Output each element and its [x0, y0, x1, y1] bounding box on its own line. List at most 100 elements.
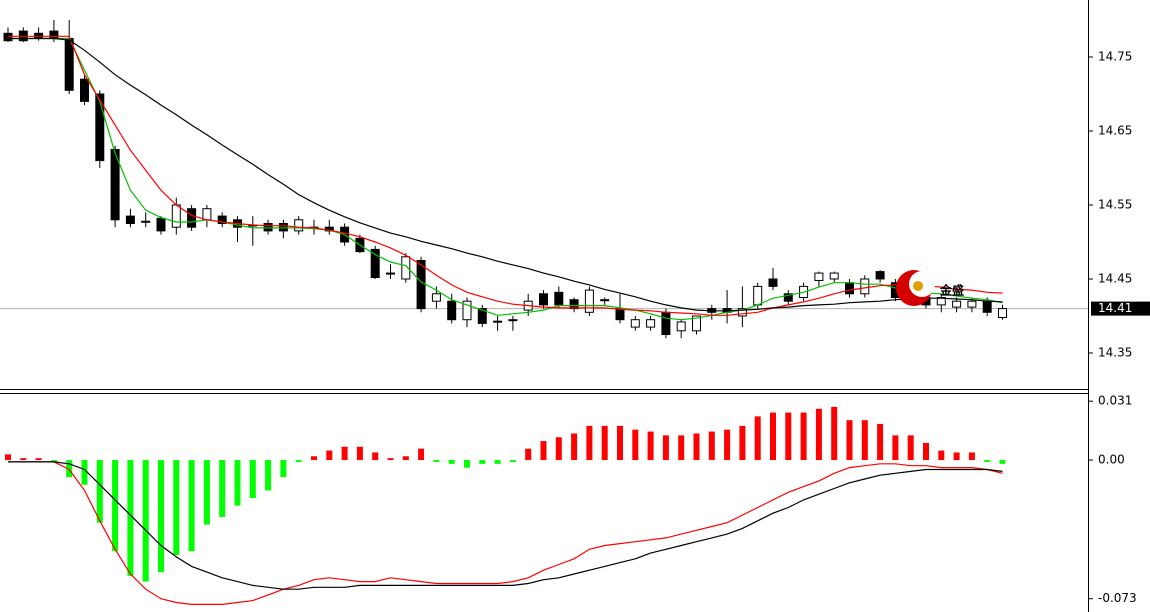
- candle-body: [615, 308, 625, 321]
- histogram-bar: [662, 435, 669, 461]
- histogram-bar: [265, 460, 272, 491]
- histogram-bar: [295, 460, 302, 462]
- candle-body: [661, 311, 671, 335]
- candle-body: [845, 282, 854, 295]
- histogram-bar: [785, 412, 792, 461]
- histogram-bar: [647, 431, 654, 461]
- y-tick-label: 14.75: [1098, 49, 1132, 63]
- candle-body: [875, 271, 885, 280]
- candle-body: [783, 293, 793, 302]
- candle-body: [508, 319, 518, 322]
- y-tick-label: 0.00: [1098, 453, 1125, 467]
- candle-body: [110, 148, 120, 221]
- histogram-bar: [35, 458, 42, 461]
- candle-body: [569, 299, 579, 310]
- histogram-bar: [724, 429, 731, 461]
- histogram-bar: [20, 458, 27, 461]
- line-series: [8, 37, 1003, 321]
- last-price-box: [1091, 301, 1150, 316]
- candle-body: [998, 308, 1007, 318]
- candle-body: [49, 30, 59, 39]
- candle-body: [294, 219, 304, 232]
- histogram-bar: [846, 420, 853, 461]
- candle-body: [95, 93, 105, 162]
- candle-body: [386, 272, 395, 275]
- histogram-bar: [112, 460, 119, 552]
- histogram-bar: [96, 460, 103, 523]
- candle-body: [554, 291, 564, 306]
- histogram-bar: [372, 452, 379, 461]
- histogram-bar: [953, 452, 960, 461]
- histogram-bar: [203, 460, 210, 525]
- candle-body: [952, 300, 962, 308]
- y-tick-label: -0.073: [1098, 591, 1137, 605]
- histogram-bar: [586, 425, 593, 461]
- histogram-bar: [249, 460, 256, 499]
- histogram-bar: [815, 408, 822, 461]
- histogram-bar: [754, 416, 761, 461]
- histogram-bar: [601, 425, 608, 461]
- logo-dot: [913, 281, 923, 291]
- histogram-bar: [999, 460, 1006, 464]
- watermark-logo: [896, 270, 935, 306]
- histogram-bar: [509, 460, 516, 462]
- histogram-bar: [402, 456, 409, 461]
- histogram-bar: [525, 448, 532, 461]
- y-tick-label: 14.55: [1098, 197, 1132, 211]
- candle-body: [217, 215, 227, 224]
- candle-body: [64, 37, 74, 91]
- candle-body: [447, 300, 457, 321]
- candle-body: [462, 300, 472, 321]
- histogram-bar: [831, 406, 838, 461]
- candle-body: [967, 300, 977, 308]
- candle-body: [692, 315, 701, 332]
- candle-body: [829, 272, 839, 280]
- histogram-bar: [479, 460, 486, 464]
- candle-body: [860, 278, 870, 295]
- histogram-bar: [693, 433, 700, 461]
- histogram-bar: [540, 441, 547, 461]
- y-tick-label: 0.031: [1098, 394, 1132, 408]
- histogram-bar: [464, 460, 470, 468]
- histogram-bar: [66, 460, 73, 478]
- histogram-bar: [433, 460, 440, 462]
- candle-body: [263, 222, 273, 232]
- last-price-label: 14.41: [1098, 301, 1132, 315]
- histogram-bar: [984, 460, 991, 462]
- candle-body: [936, 296, 946, 306]
- candle-body: [646, 319, 656, 328]
- candle-body: [278, 222, 288, 232]
- line-series: [8, 37, 1003, 312]
- candle-body: [493, 320, 503, 323]
- histogram-bar: [188, 460, 195, 552]
- candle-body: [477, 308, 487, 324]
- candle-body: [737, 308, 747, 317]
- histogram-bar: [923, 442, 929, 461]
- histogram-bar: [219, 460, 226, 518]
- histogram-bar: [861, 420, 868, 461]
- histogram-bar: [173, 460, 180, 556]
- histogram-bar: [387, 458, 394, 461]
- histogram-bar: [81, 460, 88, 485]
- candle-body: [753, 285, 763, 306]
- histogram-bar: [739, 425, 746, 461]
- candle-body: [141, 220, 151, 223]
- candle-body: [3, 32, 13, 42]
- candle-body: [584, 289, 594, 313]
- histogram-bar: [127, 460, 134, 576]
- candle-body: [187, 208, 197, 228]
- histogram-bar: [418, 448, 425, 461]
- histogram-bar: [280, 460, 287, 478]
- histogram-bar: [617, 425, 623, 461]
- histogram-bar: [800, 412, 807, 461]
- histogram-bar: [907, 435, 914, 461]
- candle-body: [539, 293, 548, 306]
- candle-body: [370, 248, 380, 279]
- histogram-bar: [326, 450, 333, 461]
- histogram-bar: [448, 460, 455, 464]
- line-series: [8, 461, 1003, 590]
- histogram-bar: [555, 437, 562, 461]
- candle-body: [80, 78, 89, 102]
- candle-body: [202, 208, 212, 221]
